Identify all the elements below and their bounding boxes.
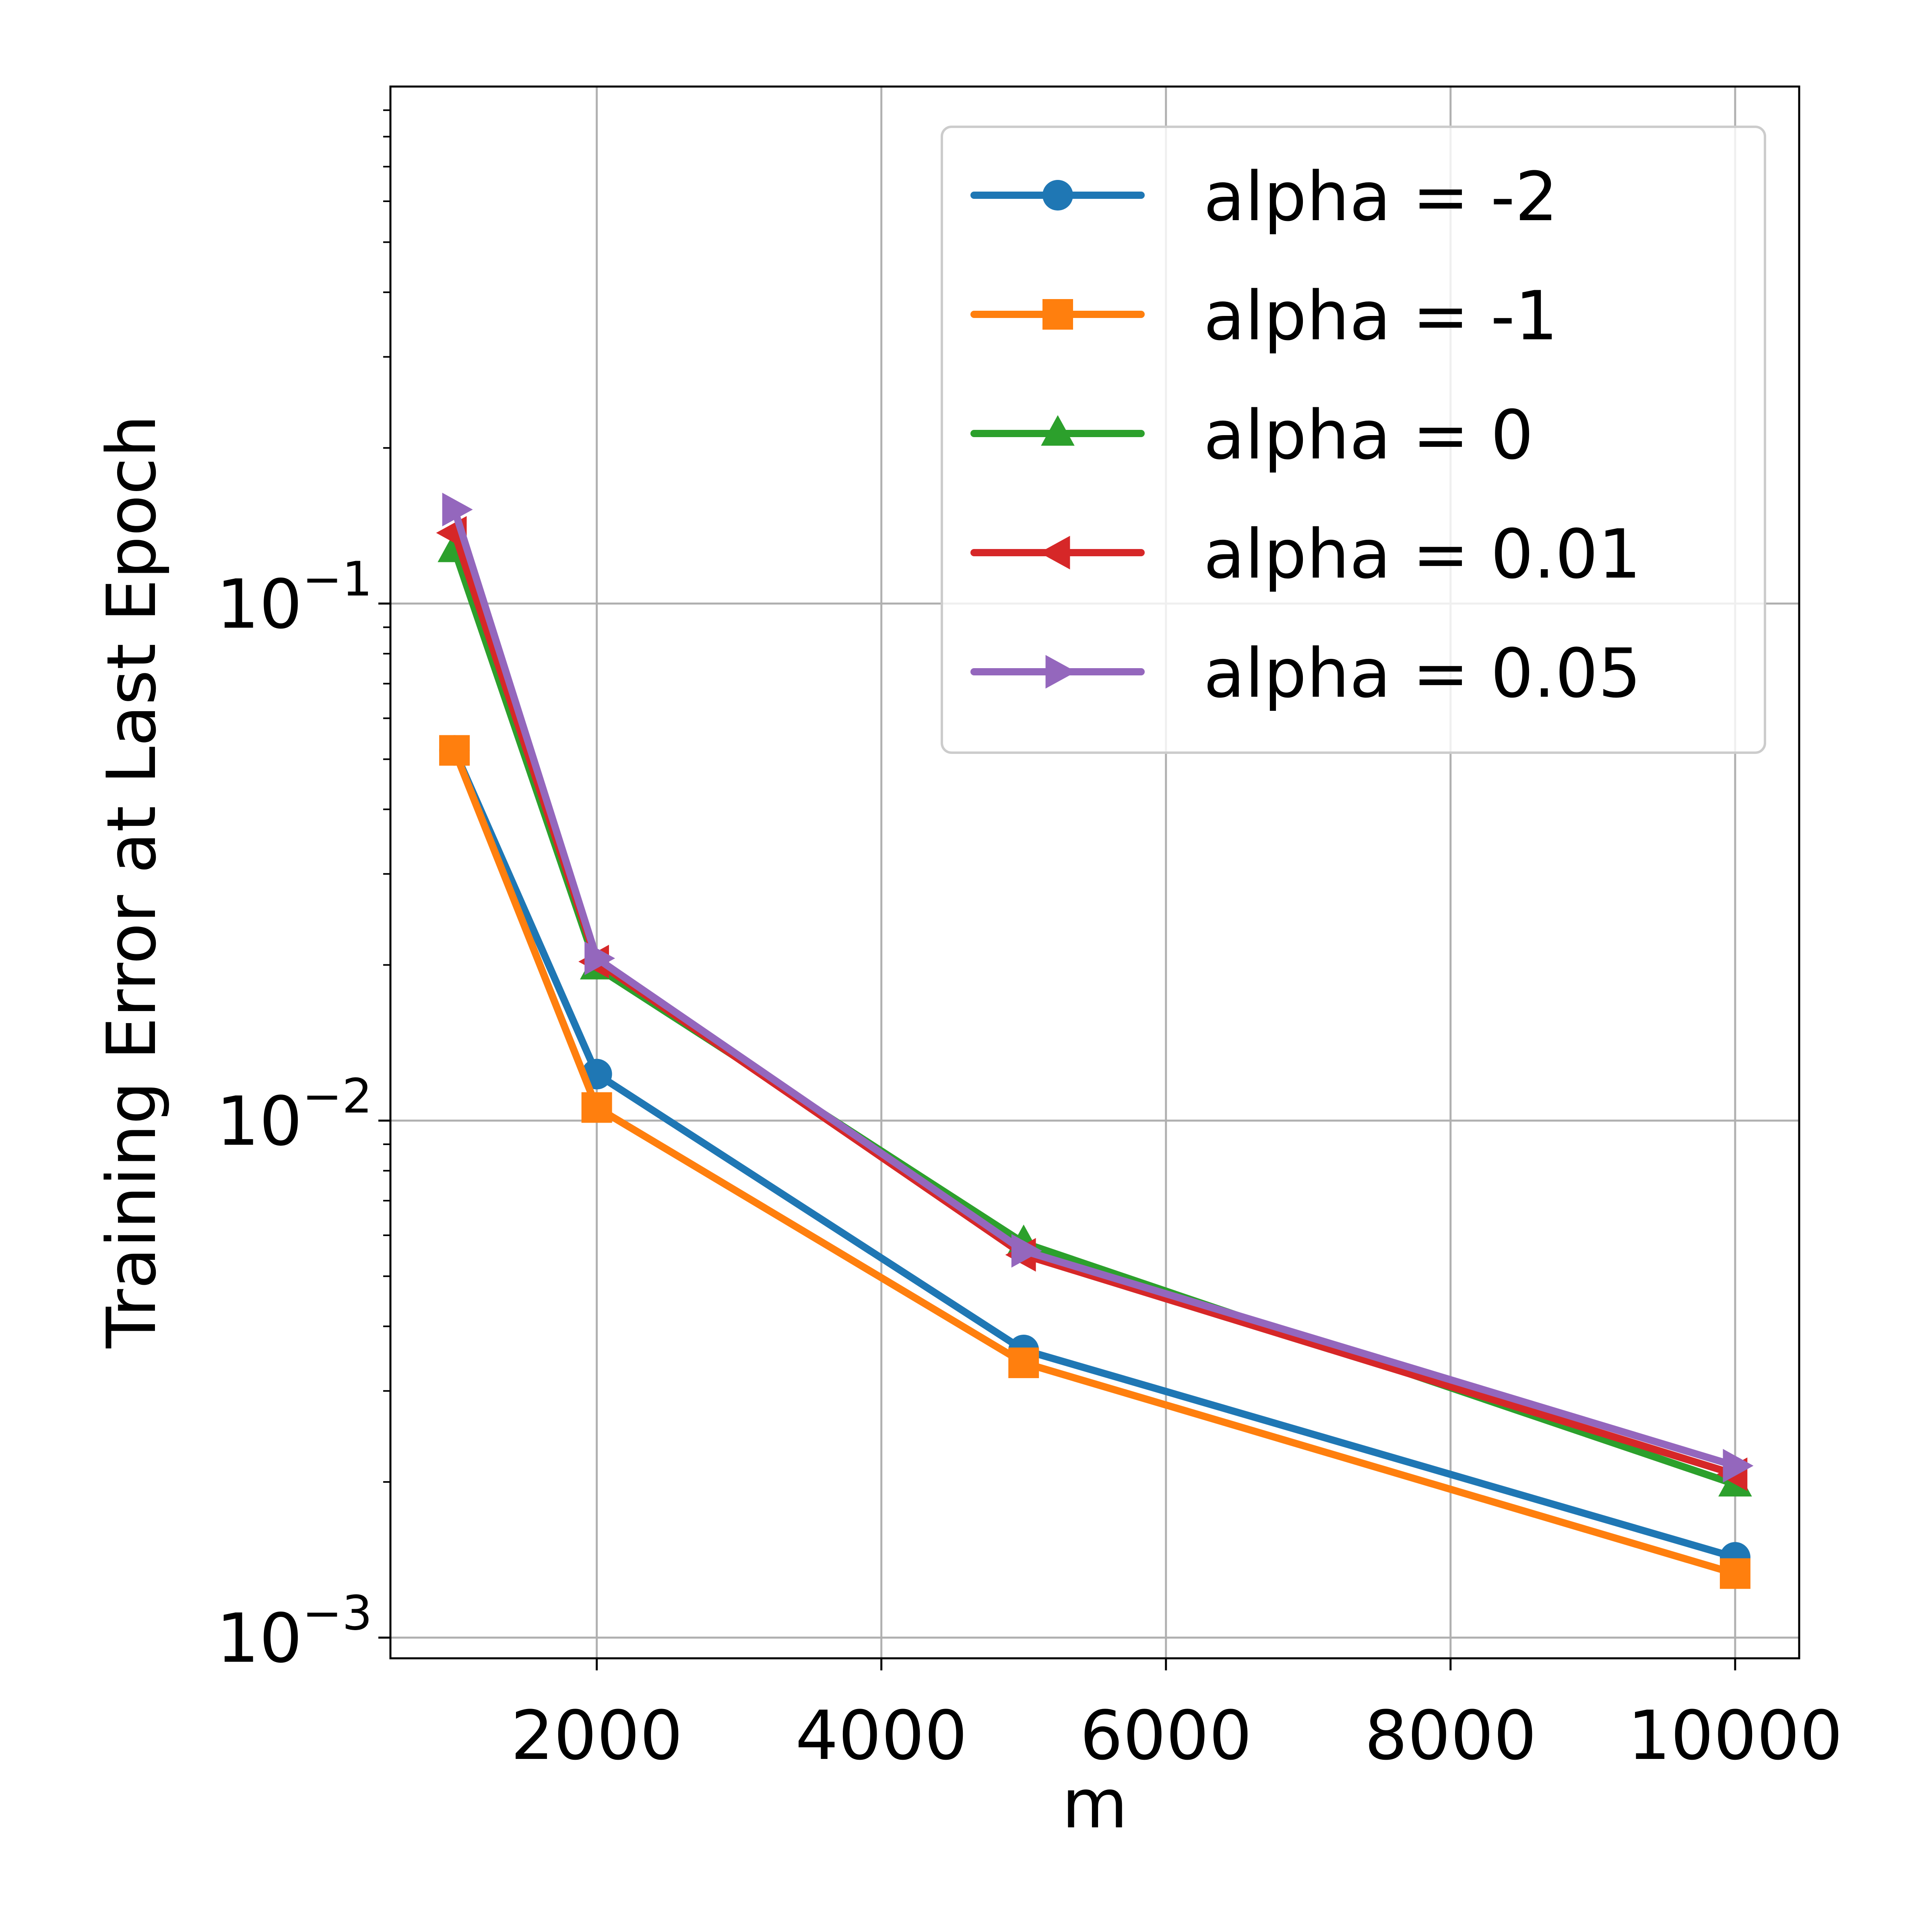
legend-box (941, 126, 1766, 754)
y-tick-label-exponent: −2 (302, 1068, 372, 1124)
legend-marker (1039, 536, 1070, 570)
y-tick-label: 10−2 (216, 1068, 372, 1161)
series-line (451, 747, 1739, 1561)
series-line (451, 747, 1739, 1577)
x-tick-label: 4000 (795, 1696, 968, 1775)
legend-item: alpha = 0.05 (970, 634, 1641, 713)
legend-marker (1042, 180, 1073, 211)
data-point (1719, 1558, 1750, 1589)
legend-item: alpha = -2 (970, 157, 1558, 236)
data-point (442, 493, 473, 526)
legend-marker (1045, 655, 1076, 689)
data-point (581, 1092, 612, 1123)
legend: alpha = -2 alpha = -1 alpha = 0 alpha = 0.0… (941, 126, 1766, 754)
y-tick-label-base: 10 (216, 1599, 302, 1678)
legend-item: alpha = -1 (970, 277, 1558, 355)
y-tick-label: 10−1 (216, 551, 372, 644)
data-point (439, 735, 470, 766)
legend-label: alpha = 0.05 (1203, 634, 1641, 713)
x-tick-label: 6000 (1080, 1696, 1252, 1775)
x-tick-label: 8000 (1364, 1696, 1537, 1775)
axes-frame (389, 85, 1800, 1660)
series-line (451, 506, 1739, 1470)
y-tick-label-exponent: −1 (302, 551, 372, 607)
y-axis-label: Training Error at Last Epoch (92, 415, 171, 1348)
legend-item: alpha = 0.01 (970, 515, 1641, 594)
y-tick-label-base: 10 (216, 565, 302, 644)
y-tick-label-exponent: −3 (302, 1585, 372, 1641)
data-point (1011, 1234, 1042, 1268)
data-point (1723, 1449, 1754, 1483)
x-axis-label: m (1062, 1765, 1128, 1843)
y-tick-label: 10−3 (216, 1585, 372, 1678)
y-tick-label-base: 10 (216, 1082, 302, 1161)
legend-marker (1041, 415, 1075, 446)
data-point (1008, 1347, 1039, 1378)
legend-item: alpha = 0 (970, 396, 1534, 475)
legend-label: alpha = 0 (1203, 396, 1534, 475)
legend-label: alpha = -2 (1203, 157, 1558, 236)
x-tick-label: 2000 (511, 1696, 683, 1775)
series-1 (439, 735, 1750, 1589)
data-point (584, 941, 615, 975)
legend-label: alpha = -1 (1203, 277, 1558, 355)
legend-marker (1042, 299, 1073, 330)
series-4 (442, 493, 1754, 1483)
legend-label: alpha = 0.01 (1203, 515, 1641, 594)
x-tick-label: 10000 (1628, 1696, 1843, 1775)
